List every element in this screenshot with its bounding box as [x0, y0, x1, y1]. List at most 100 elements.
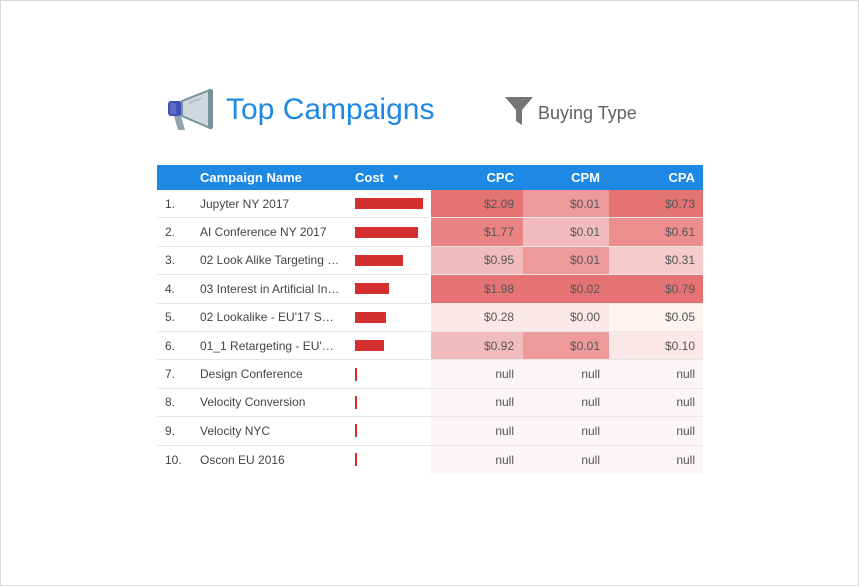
header-campaign-name[interactable]: Campaign Name: [200, 170, 302, 185]
table-row[interactable]: 3. 02 Look Alike Targeting - EU'17 $0.95…: [157, 246, 703, 276]
cpc-cell: $0.92: [431, 331, 523, 360]
cpa-value: $0.31: [664, 253, 695, 268]
campaign-name-cell: Design Conference: [200, 360, 355, 387]
cost-bar: [355, 453, 357, 467]
table-row[interactable]: 2. AI Conference NY 2017 $1.77 $0.01 $0.…: [157, 218, 703, 247]
campaign-name: Velocity NYC: [200, 423, 271, 438]
row-index: 10.: [165, 452, 182, 467]
cpc-value: $1.98: [483, 281, 514, 296]
row-index: 5.: [165, 310, 176, 325]
cost-bar: [355, 367, 357, 381]
row-index: 4.: [165, 281, 176, 296]
cpm-cell: null: [523, 388, 609, 417]
table-row[interactable]: 5. 02 Lookalike - EU'17 Software $0.28 $…: [157, 303, 703, 332]
cpc-value: $1.77: [483, 225, 514, 240]
cpa-cell: $0.10: [609, 331, 703, 360]
header-index: [157, 165, 200, 190]
cpc-cell: null: [431, 445, 523, 474]
cpm-value: null: [581, 452, 600, 467]
cpc-value: null: [495, 452, 514, 467]
cpa-value: $0.79: [664, 281, 695, 296]
cost-bar: [355, 226, 418, 238]
cpa-value: $0.61: [664, 225, 695, 240]
cpa-cell: null: [609, 445, 703, 474]
cost-cell: [355, 275, 431, 302]
cpm-cell: $0.01: [523, 246, 609, 275]
cost-cell: [355, 360, 431, 387]
cost-bar: [355, 283, 389, 295]
cost-cell: [355, 190, 431, 217]
cost-cell: [355, 446, 431, 474]
campaign-name: Design Conference: [200, 367, 303, 382]
cpm-cell: null: [523, 445, 609, 474]
header-cpa[interactable]: CPA: [668, 170, 695, 185]
campaign-name-cell: 03 Interest in Artificial Intelligence: [200, 275, 355, 302]
campaign-name: 02 Lookalike - EU'17 Software: [200, 310, 340, 325]
cpm-value: $0.01: [569, 338, 600, 353]
cpa-cell: $0.61: [609, 218, 703, 246]
cpm-cell: null: [523, 417, 609, 445]
cpa-cell: $0.73: [609, 190, 703, 218]
campaign-name: Jupyter NY 2017: [200, 196, 290, 211]
cpc-value: $0.28: [483, 310, 514, 325]
cpa-cell: null: [609, 417, 703, 445]
cpm-cell: $0.02: [523, 275, 609, 303]
table-row[interactable]: 8. Velocity Conversion null null null: [157, 388, 703, 418]
buying-type-filter[interactable]: Buying Type: [504, 95, 637, 127]
table-body: 1. Jupyter NY 2017 $2.09 $0.01 $0.73 2. …: [157, 190, 703, 474]
header-cost[interactable]: Cost ▼: [355, 165, 431, 190]
cpm-cell: $0.01: [523, 190, 609, 218]
table-row[interactable]: 9. Velocity NYC null null null: [157, 417, 703, 446]
cpm-value: $0.01: [569, 225, 600, 240]
campaigns-table: Campaign Name Cost ▼ CPC CPM CPA 1. Jupy…: [157, 165, 703, 474]
cpa-value: null: [676, 367, 695, 382]
campaign-name-cell: 02 Lookalike - EU'17 Software: [200, 304, 355, 331]
row-index: 1.: [165, 196, 176, 211]
campaign-name: 01_1 Retargeting - EU'17 Conference: [200, 338, 340, 353]
cpa-cell: $0.79: [609, 275, 703, 303]
campaign-name-cell: Jupyter NY 2017: [200, 190, 355, 217]
cpm-cell: $0.01: [523, 331, 609, 360]
cost-cell: [355, 247, 431, 274]
cpm-value: null: [581, 423, 600, 438]
row-index: 8.: [165, 395, 176, 410]
cpm-value: $0.01: [569, 253, 600, 268]
sort-desc-icon: ▼: [391, 173, 400, 182]
cpc-cell: $0.95: [431, 246, 523, 275]
campaign-name-cell: Velocity Conversion: [200, 389, 355, 416]
row-index: 2.: [165, 225, 176, 240]
cpm-cell: null: [523, 360, 609, 388]
cost-bar: [355, 395, 357, 409]
header-cpc[interactable]: CPC: [486, 170, 514, 185]
cpa-value: null: [676, 423, 695, 438]
cpc-cell: $0.28: [431, 303, 523, 331]
table-row[interactable]: 7. Design Conference null null null: [157, 360, 703, 389]
cpa-cell: $0.05: [609, 303, 703, 331]
cpa-cell: null: [609, 388, 703, 417]
cost-bar: [355, 198, 423, 210]
table-row[interactable]: 10. Oscon EU 2016 null null null: [157, 445, 703, 474]
cpa-value: $0.05: [664, 310, 695, 325]
cpm-value: $0.01: [569, 196, 600, 211]
campaign-name-cell: Velocity NYC: [200, 417, 355, 444]
table-row[interactable]: 6. 01_1 Retargeting - EU'17 Conference $…: [157, 331, 703, 361]
campaign-name: Velocity Conversion: [200, 395, 306, 410]
campaign-name: Oscon EU 2016: [200, 452, 285, 467]
cpa-cell: $0.31: [609, 246, 703, 275]
cpa-value: null: [676, 395, 695, 410]
cpa-value: $0.10: [664, 338, 695, 353]
cpc-cell: $1.77: [431, 218, 523, 246]
row-index: 6.: [165, 338, 176, 353]
cost-bar: [355, 311, 386, 323]
cpc-value: null: [495, 367, 514, 382]
header-cpm[interactable]: CPM: [571, 170, 600, 185]
cost-cell: [355, 332, 431, 359]
table-row[interactable]: 1. Jupyter NY 2017 $2.09 $0.01 $0.73: [157, 190, 703, 219]
cpc-value: null: [495, 423, 514, 438]
cpc-cell: $2.09: [431, 190, 523, 218]
cpc-value: $0.92: [483, 338, 514, 353]
row-index: 9.: [165, 423, 176, 438]
megaphone-icon: [168, 88, 213, 130]
cost-bar: [355, 254, 403, 266]
table-row[interactable]: 4. 03 Interest in Artificial Intelligenc…: [157, 275, 703, 304]
